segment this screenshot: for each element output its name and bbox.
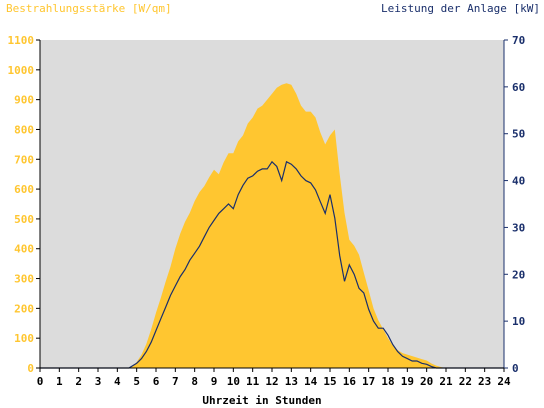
right-tick-label: 60 (512, 81, 525, 94)
series-line-power (40, 160, 504, 369)
x-tick-label: 3 (95, 375, 102, 388)
left-tick-label: 800 (14, 123, 34, 136)
x-tick-label: 23 (478, 375, 491, 388)
x-tick-label: 7 (172, 375, 179, 388)
left-tick-label: 700 (14, 153, 34, 166)
series-area-irradiance (40, 83, 504, 368)
left-tick-label: 500 (14, 213, 34, 226)
x-ticks: 0 1 2 3 4 5 6 7 8 9 10 11 12 13 14 15 16 17 18 19 20 21 22 23 24 (37, 368, 511, 388)
left-axis-title: Bestrahlungsstärke [W/qm] (6, 2, 172, 15)
right-tick-label: 40 (512, 175, 525, 188)
left-tick-label: 400 (14, 243, 34, 256)
x-tick-label: 11 (246, 375, 260, 388)
left-tick-label: 900 (14, 94, 34, 107)
right-axis-title: Leistung der Anlage [kW] (381, 2, 540, 15)
x-tick-label: 15 (323, 375, 336, 388)
x-tick-label: 4 (114, 375, 121, 388)
x-tick-label: 12 (265, 375, 278, 388)
right-tick-label: 10 (512, 315, 525, 328)
series-layer (40, 83, 504, 369)
x-tick-label: 17 (362, 375, 375, 388)
x-tick-label: 16 (343, 375, 357, 388)
x-tick-label: 18 (381, 375, 394, 388)
x-tick-label: 21 (439, 375, 453, 388)
x-tick-label: 0 (37, 375, 44, 388)
x-tick-label: 5 (133, 375, 140, 388)
left-tick-label: 200 (14, 302, 34, 315)
left-tick-label: 600 (14, 183, 34, 196)
x-tick-label: 13 (285, 375, 298, 388)
x-tick-label: 19 (401, 375, 414, 388)
right-tick-label: 50 (512, 128, 525, 141)
right-tick-label: 20 (512, 268, 525, 281)
x-tick-label: 14 (304, 375, 318, 388)
x-tick-label: 6 (153, 375, 160, 388)
x-tick-label: 2 (75, 375, 82, 388)
x-tick-label: 1 (56, 375, 63, 388)
x-tick-label: 10 (227, 375, 240, 388)
x-axis-label: Uhrzeit in Stunden (202, 394, 321, 407)
left-tick-label: 300 (14, 273, 34, 286)
left-tick-label: 100 (14, 332, 34, 345)
right-ticks: 0 10 20 30 40 50 60 70 (504, 34, 525, 375)
right-tick-label: 30 (512, 221, 525, 234)
left-tick-label: 1000 (8, 64, 35, 77)
x-tick-label: 9 (211, 375, 218, 388)
right-tick-label: 0 (512, 362, 519, 375)
right-tick-label: 70 (512, 34, 525, 47)
left-tick-label: 1100 (8, 34, 35, 47)
x-tick-label: 24 (497, 375, 511, 388)
x-tick-label: 22 (459, 375, 472, 388)
x-tick-label: 20 (420, 375, 433, 388)
x-tick-label: 8 (191, 375, 198, 388)
left-ticks: 0 100 200 300 400 500 600 700 800 900 1000 1100 (8, 34, 40, 375)
left-tick-label: 0 (27, 362, 34, 375)
